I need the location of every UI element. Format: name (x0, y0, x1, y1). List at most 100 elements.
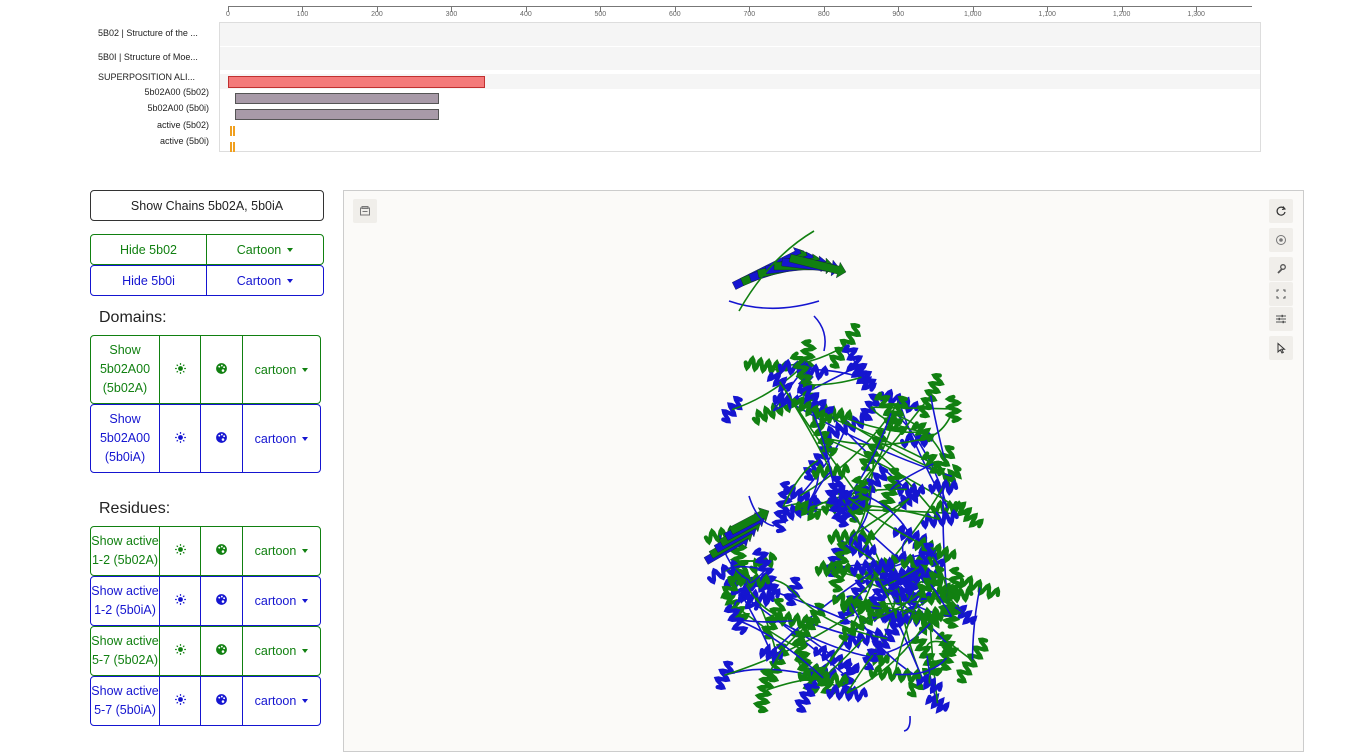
row-label: Show active 5-7 (5b0iA) (91, 684, 159, 717)
chevron-down-icon (302, 367, 309, 372)
palette-icon (215, 543, 228, 559)
show-toggle-button[interactable]: Show active 5-7 (5b02A) (90, 626, 160, 676)
sun-icon (174, 543, 187, 559)
show-chains-button[interactable]: Show Chains 5b02A, 5b0iA (90, 190, 324, 221)
hide-5b0i-button[interactable]: Hide 5b0i (90, 265, 207, 296)
style-5b02-label: Cartoon (236, 242, 282, 257)
domain-bar-5b0i[interactable] (235, 109, 439, 120)
superposition-bar[interactable] (228, 76, 485, 88)
axis-tick (1121, 6, 1123, 12)
representation-dropdown[interactable]: cartoon (242, 335, 321, 404)
representation-label: cartoon (254, 431, 297, 446)
representation-label: cartoon (254, 644, 297, 658)
axis-tick-label: 1,100 (1038, 11, 1056, 18)
show-toggle-button[interactable]: Show 5b02A00 (5b0iA) (90, 404, 160, 473)
axis-tick (302, 6, 304, 12)
axis-tick (1047, 6, 1049, 12)
style-5b0i-dropdown[interactable]: Cartoon (206, 265, 324, 296)
chevron-down-icon (302, 549, 309, 553)
color-button[interactable] (200, 626, 243, 676)
axis-tick (898, 6, 900, 12)
axis-tick (228, 6, 229, 12)
hide-5b02-button[interactable]: Hide 5b02 (90, 234, 207, 265)
select-cursor-icon[interactable] (1269, 336, 1293, 360)
axis-tick-label: 1,300 (1187, 11, 1205, 18)
axis-tick-label: 1,000 (963, 11, 982, 18)
show-toggle-button[interactable]: Show active 1-2 (5b0iA) (90, 576, 160, 626)
domain-bar-5b02[interactable] (235, 93, 439, 104)
representation-dropdown[interactable]: cartoon (242, 676, 321, 726)
axis-tick-label: 0 (226, 11, 230, 18)
hide-5b0i-label: Hide 5b0i (122, 273, 175, 288)
highlight-button[interactable] (159, 676, 201, 726)
track-label-active-1: active (5b02) (156, 120, 209, 130)
axis-tick-label: 600 (668, 11, 681, 18)
sequence-axis: 0 100 200 300 400 500 600 700 800 900 1,000 1,100 1,… (226, 0, 1252, 22)
sun-icon (174, 362, 187, 378)
show-toggle-button[interactable]: Show active 5-7 (5b0iA) (90, 676, 160, 726)
row-label: Show active 5-7 (5b02A) (91, 634, 159, 667)
show-chains-label: Show Chains 5b02A, 5b0iA (130, 198, 284, 213)
axis-tick (972, 6, 974, 12)
color-button[interactable] (200, 335, 243, 404)
active-site-5b02-a[interactable] (230, 126, 232, 136)
axis-tick-label: 100 (296, 11, 309, 18)
representation-dropdown[interactable]: cartoon (242, 404, 321, 473)
axis-tick (451, 6, 453, 12)
residues-heading: Residues: (99, 500, 171, 517)
active-site-5b0i-b[interactable] (233, 142, 235, 152)
row-label: Show active 1-2 (5b02A) (91, 534, 159, 567)
chevron-down-icon (302, 699, 309, 703)
chevron-down-icon (302, 436, 309, 441)
representation-dropdown[interactable]: cartoon (242, 626, 321, 676)
sun-icon (174, 693, 187, 709)
track-label-domain-1: 5b02A00 (5b02) (144, 87, 209, 97)
color-button[interactable] (200, 526, 243, 576)
spin-icon[interactable] (1269, 228, 1293, 252)
axis-tick (600, 6, 602, 12)
show-toggle-button[interactable]: Show active 1-2 (5b02A) (90, 526, 160, 576)
chevron-down-icon (302, 599, 309, 603)
palette-icon (215, 431, 228, 447)
palette-icon (215, 693, 228, 709)
axis-tick-label: 400 (520, 11, 532, 18)
settings-icon[interactable] (1269, 307, 1293, 331)
axis-tick-label: 900 (892, 11, 905, 18)
row-label: Show 5b02A00 (5b0iA) (99, 412, 151, 464)
palette-icon (215, 362, 228, 378)
representation-dropdown[interactable]: cartoon (242, 576, 321, 626)
reset-icon[interactable] (1269, 199, 1293, 223)
representation-dropdown[interactable]: cartoon (242, 526, 321, 576)
active-site-5b0i-a[interactable] (230, 142, 232, 152)
palette-icon (215, 643, 228, 659)
protein-structure-render[interactable] (344, 191, 1303, 751)
track-structure-1 (220, 23, 1260, 46)
structure-viewer[interactable] (343, 190, 1304, 752)
highlight-button[interactable] (159, 576, 201, 626)
domains-heading: Domains: (99, 309, 167, 326)
representation-label: cartoon (254, 544, 297, 558)
highlight-button[interactable] (159, 404, 201, 473)
expand-icon[interactable] (1269, 282, 1293, 306)
palette-icon (215, 593, 228, 609)
highlight-button[interactable] (159, 626, 201, 676)
axis-line (228, 6, 1252, 7)
axis-tick (525, 6, 527, 12)
hide-5b02-label: Hide 5b02 (120, 242, 177, 257)
axis-tick-label: 800 (817, 11, 830, 18)
style-5b02-dropdown[interactable]: Cartoon (206, 234, 324, 265)
highlight-button[interactable] (159, 526, 201, 576)
color-button[interactable] (200, 404, 243, 473)
screenshot-icon[interactable] (353, 199, 377, 223)
axis-tick (1196, 6, 1198, 12)
show-toggle-button[interactable]: Show 5b02A00 (5b02A) (90, 335, 160, 404)
wrench-icon[interactable] (1269, 257, 1293, 281)
chevron-down-icon (287, 278, 294, 283)
track-structure-2 (220, 47, 1260, 70)
color-button[interactable] (200, 676, 243, 726)
axis-tick-label: 200 (371, 11, 383, 18)
axis-tick-label: 300 (445, 11, 458, 18)
highlight-button[interactable] (159, 335, 201, 404)
color-button[interactable] (200, 576, 243, 626)
active-site-5b02-b[interactable] (233, 126, 235, 136)
